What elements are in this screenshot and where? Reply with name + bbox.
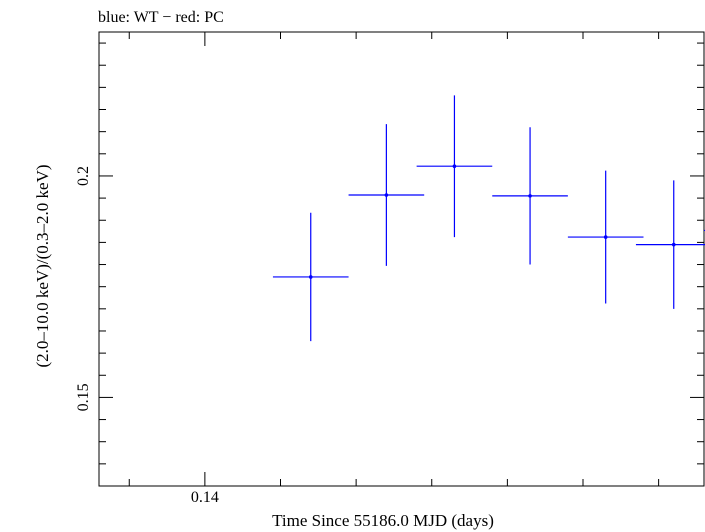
axis-tick-labels: 0.140.1450.150.150.2	[75, 166, 219, 506]
data-point	[492, 127, 568, 265]
plot-frame	[98, 31, 705, 487]
point-marker	[671, 242, 676, 247]
data-points	[272, 95, 705, 342]
data-point	[567, 170, 644, 304]
point-marker	[384, 193, 389, 197]
point-marker	[308, 275, 313, 279]
data-point	[272, 212, 349, 342]
x-axis-label: Time Since 55186.0 MJD (days)	[272, 511, 494, 530]
point-marker	[452, 164, 457, 169]
point-marker	[603, 235, 608, 239]
y-tick-label: 0.15	[75, 383, 92, 411]
axis-ticks	[99, 32, 704, 487]
x-tick-label: 0.14	[191, 489, 219, 506]
chart-title: blue: WT − red: PC	[98, 9, 224, 26]
y-axis-label: (2.0–10.0 keV)/(0.3–2.0 keV)	[33, 164, 52, 367]
y-tick-label: 0.2	[75, 166, 92, 186]
point-marker	[528, 194, 532, 198]
data-point	[635, 180, 705, 309]
data-point	[416, 95, 493, 238]
data-point	[348, 124, 425, 266]
